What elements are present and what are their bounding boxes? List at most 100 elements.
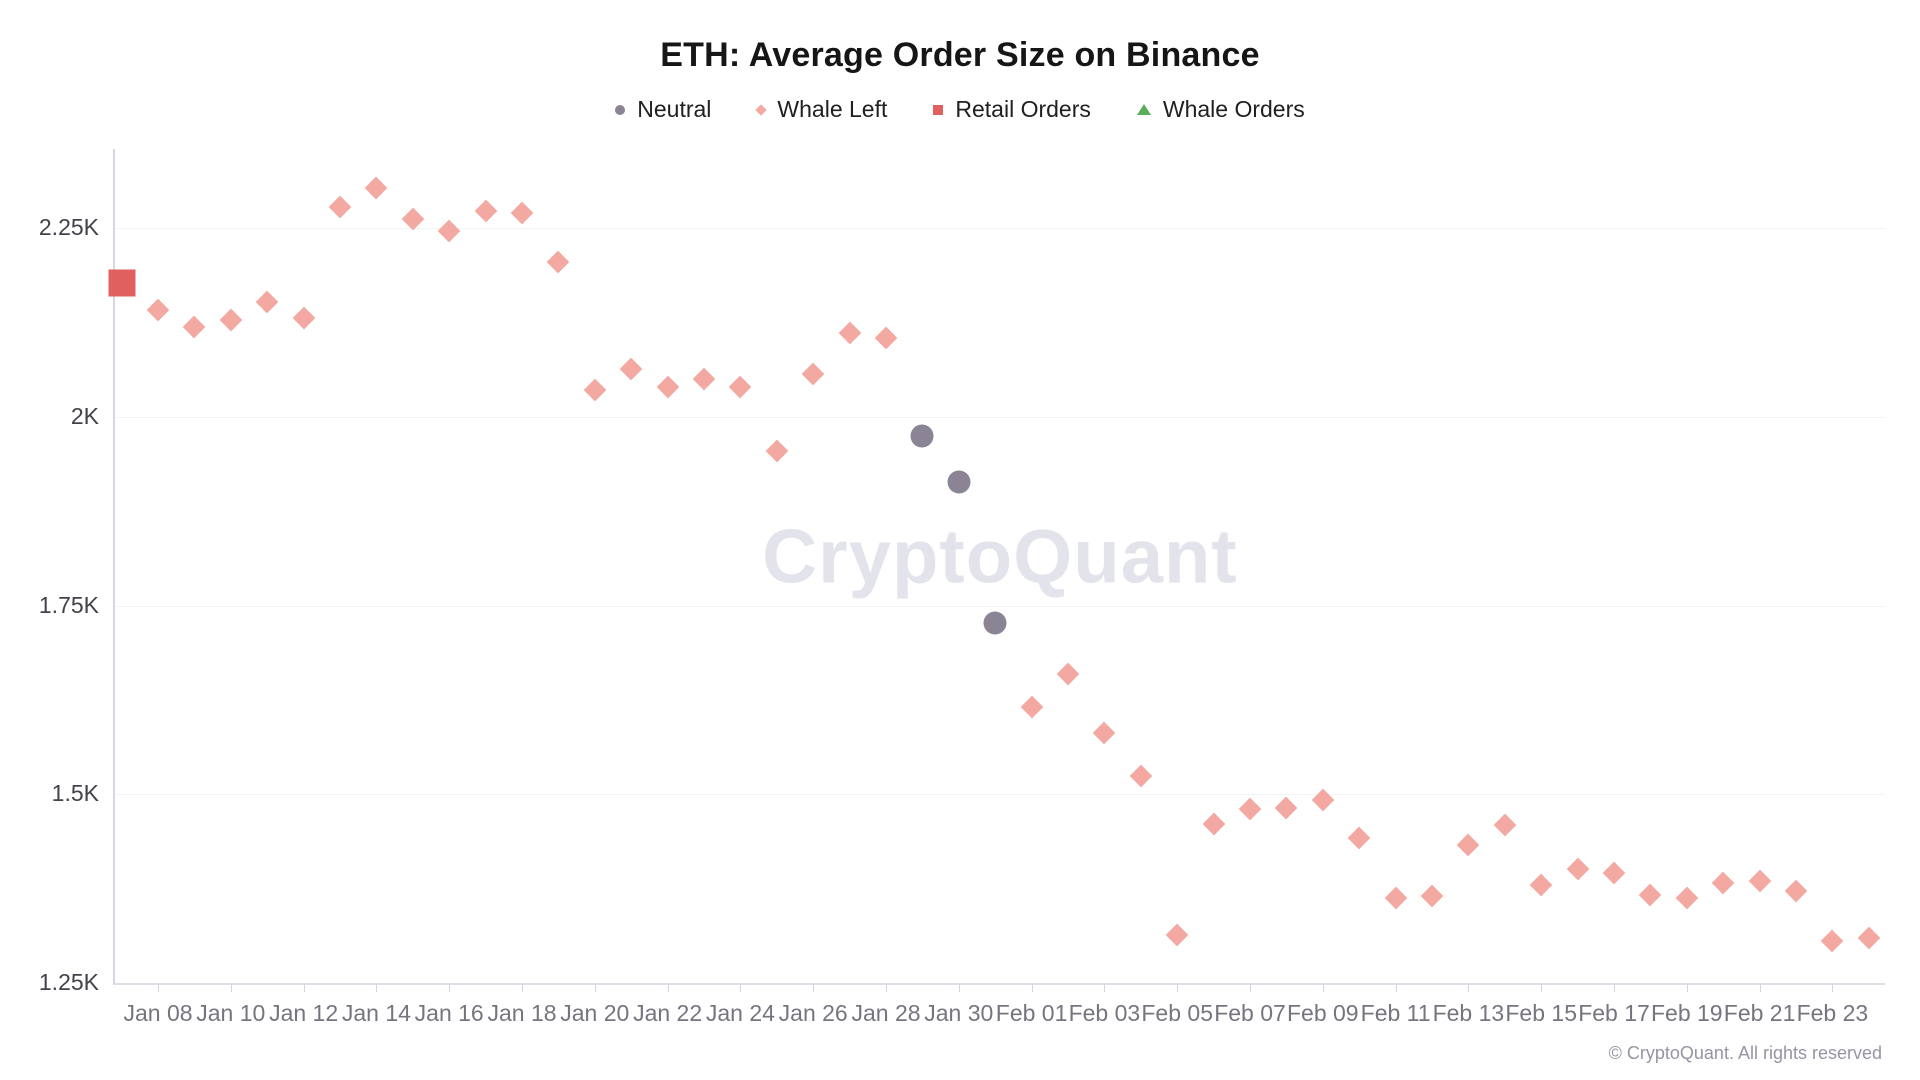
data-point-whale-left	[1056, 662, 1080, 686]
neutral-circle-marker-icon	[615, 104, 626, 115]
y-axis-label: 1.75K	[38, 591, 99, 618]
x-tick	[958, 983, 960, 992]
data-point-whale-left	[801, 363, 825, 386]
x-axis-label: Jan 22	[633, 1000, 703, 1026]
y-gridline	[115, 605, 1885, 607]
data-point-whale-left	[365, 176, 388, 200]
x-axis-label: Feb 23	[1796, 1000, 1869, 1026]
x-axis-label: Feb 09	[1286, 1000, 1359, 1026]
watermark: CryptoQuant	[762, 514, 1238, 600]
x-tick	[1395, 983, 1397, 992]
data-point-whale-left	[328, 195, 352, 219]
x-tick	[1250, 983, 1251, 992]
x-axis-label: Feb 15	[1505, 1000, 1577, 1026]
data-point-whale-left	[1675, 886, 1699, 909]
y-gridline	[115, 794, 1885, 796]
y-axis-label: 1.25K	[38, 968, 99, 995]
x-tick	[1468, 983, 1470, 992]
x-axis-label: Jan 10	[196, 1000, 266, 1026]
x-tick	[522, 983, 523, 992]
x-axis-label: Feb 13	[1432, 1000, 1505, 1026]
data-point-whale-left	[219, 308, 243, 332]
data-point-whale-left	[547, 250, 570, 274]
data-point-whale-left	[729, 375, 752, 399]
data-point-whale-left	[1711, 872, 1735, 895]
x-tick	[1541, 983, 1543, 992]
x-axis-label: Feb 21	[1723, 1000, 1796, 1026]
legend-item-label: Retail Orders	[955, 96, 1091, 122]
data-point-whale-left	[583, 378, 607, 401]
data-point-whale-left	[765, 439, 789, 463]
x-axis-label: Jan 18	[487, 1000, 557, 1026]
data-point-whale-left	[510, 201, 534, 225]
data-point-whale-left	[1347, 826, 1371, 850]
legend-item-neutral[interactable]: Neutral	[615, 96, 711, 123]
data-point-neutral	[910, 424, 934, 448]
x-tick	[449, 983, 451, 992]
data-point-whale-left	[874, 326, 898, 350]
data-point-whale-left	[255, 290, 279, 314]
legend-item-label: Neutral	[637, 96, 712, 122]
chart-title: ETH: Average Order Size on Binance	[660, 36, 1260, 74]
x-tick	[303, 983, 305, 992]
x-axis-label: Feb 07	[1214, 1000, 1286, 1026]
x-axis-label: Jan 24	[705, 1000, 775, 1026]
legend-item-label: Whale Left	[777, 96, 888, 122]
data-point-whale-left	[1821, 930, 1844, 953]
data-point-whale-left	[1639, 883, 1662, 906]
x-tick	[594, 983, 596, 992]
legend-item-whale-left[interactable]: Whale Left	[755, 96, 888, 123]
x-tick	[740, 983, 742, 992]
data-point-whale-left	[437, 219, 461, 243]
retail-orders-square-marker-icon	[933, 104, 944, 115]
data-point-whale-left	[1857, 926, 1881, 950]
data-point-whale-left	[1129, 764, 1153, 788]
x-axis-label: Feb 19	[1650, 1000, 1723, 1026]
data-point-whale-left	[1093, 721, 1116, 745]
x-tick	[376, 983, 378, 992]
data-point-whale-left	[1020, 696, 1043, 719]
plot-area[interactable]: CryptoQuant 2.25K 2K 1.75K 1.5K 1.25K Jan 08 J…	[39, 149, 1885, 1026]
x-tick	[1759, 983, 1761, 992]
data-point-whale-left	[1748, 869, 1771, 893]
y-axis-label: 1.5K	[51, 780, 99, 807]
data-point-whale-left	[146, 298, 170, 322]
data-point-whale-left	[692, 367, 716, 391]
x-axis-label: Jan 08	[123, 1000, 193, 1026]
legend: Neutral Whale Left Retail Orders Whale O…	[0, 96, 1920, 123]
data-point-whale-left	[292, 306, 315, 330]
x-tick	[667, 983, 669, 992]
x-axis-label: Jan 14	[341, 1000, 411, 1026]
x-tick	[1832, 983, 1834, 992]
data-point-whale-left	[1165, 923, 1189, 946]
x-axis-label: Jan 26	[778, 1000, 848, 1026]
data-point-whale-left	[1566, 857, 1589, 881]
x-axis-label: Feb 05	[1141, 1000, 1213, 1026]
y-gridline	[115, 416, 1885, 418]
x-tick	[886, 983, 887, 992]
x-tick	[1614, 983, 1615, 992]
x-tick	[230, 983, 232, 992]
x-tick	[1104, 983, 1106, 992]
x-axis-label: Feb 01	[995, 1000, 1068, 1026]
data-point-whale-left	[1420, 884, 1444, 908]
data-point-whale-left	[656, 375, 679, 399]
x-tick	[1031, 983, 1033, 992]
data-point-whale-left	[401, 207, 425, 231]
data-point-whale-left	[183, 315, 206, 339]
x-axis-label: Jan 28	[851, 1000, 921, 1026]
data-point-whale-left	[838, 321, 861, 345]
data-point-whale-left	[1238, 797, 1262, 820]
data-point-whale-left	[1275, 796, 1298, 820]
legend-item-whale-orders[interactable]: Whale Orders	[1136, 96, 1305, 123]
legend-item-retail-orders[interactable]: Retail Orders	[933, 96, 1091, 123]
x-axis-label: Feb 17	[1578, 1000, 1650, 1026]
x-axis-label: Feb 11	[1360, 1000, 1431, 1026]
whale-orders-triangle-marker-icon	[1136, 104, 1151, 115]
x-tick	[813, 983, 815, 992]
data-point-neutral	[983, 611, 1007, 635]
x-axis-label: Jan 16	[414, 1000, 484, 1026]
legend-item-label: Whale Orders	[1162, 96, 1305, 122]
data-point-whale-left	[619, 357, 643, 381]
